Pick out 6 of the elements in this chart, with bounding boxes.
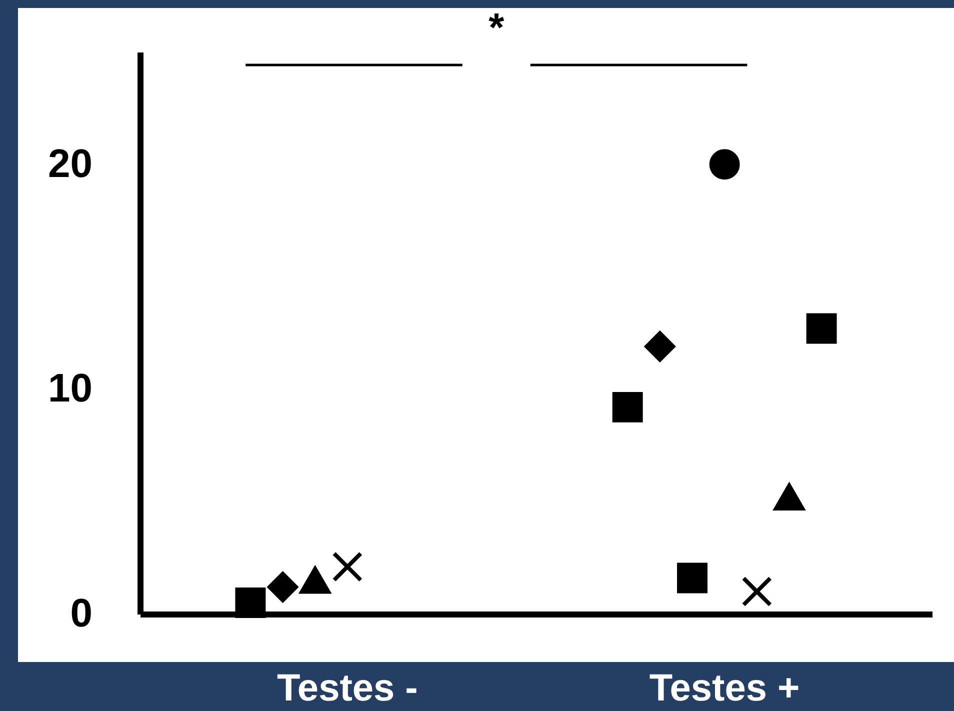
y-tick-label: 10: [48, 366, 92, 411]
x-tick-label: Testes +: [649, 668, 800, 710]
text: *: [488, 6, 504, 51]
y-tick-label: 0: [70, 592, 92, 636]
x-tick-label: Testes -: [277, 668, 418, 710]
y-tick-label: 20: [48, 142, 92, 186]
